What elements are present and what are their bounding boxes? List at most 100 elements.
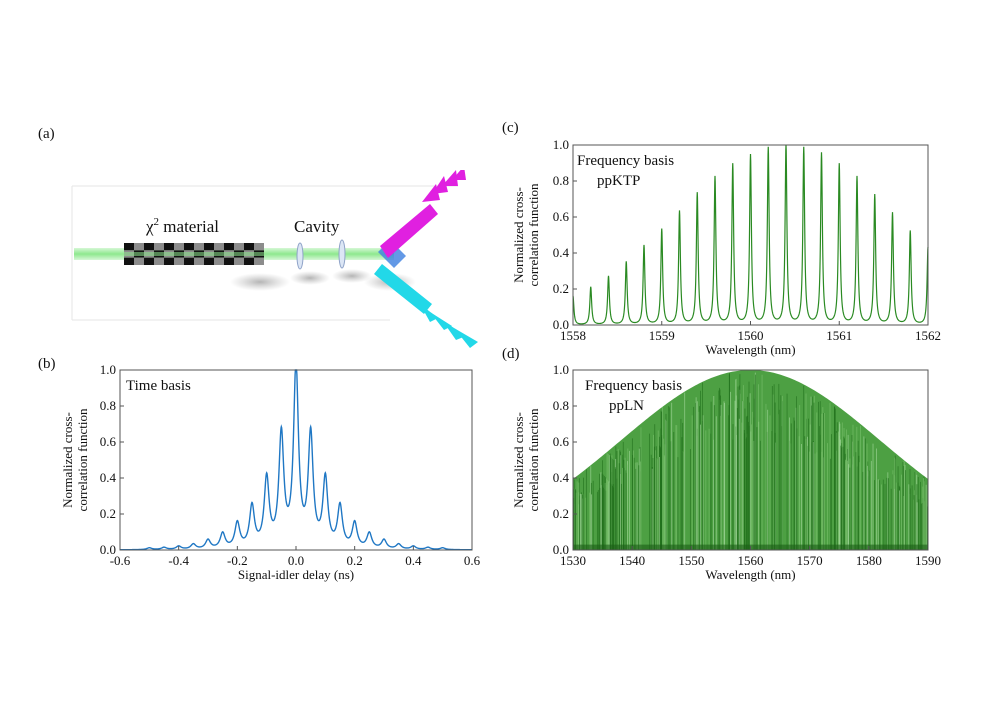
crystal-cell [184, 243, 194, 251]
crystal-cell [124, 257, 134, 265]
crystal-cell [214, 257, 224, 265]
chi2-crystal [124, 243, 264, 265]
x-tick-label: -0.2 [227, 553, 248, 568]
crystal-cell [244, 257, 254, 265]
x-tick-label: 1580 [856, 553, 882, 568]
ppktp-curve [572, 144, 929, 325]
x-tick-label: 1561 [826, 328, 852, 343]
crystal-cell [154, 257, 164, 265]
crystal-cell [204, 243, 214, 251]
lens1-shadow [290, 271, 330, 285]
panel-label-d: (d) [502, 346, 520, 362]
crystal-cell [174, 243, 184, 251]
crystal-cell [194, 257, 204, 265]
crystal-cell [154, 243, 164, 251]
x-tick-label: -0.4 [168, 553, 189, 568]
chart-time-basis: -0.6 -0.4 -0.2 0.0 0.2 0.4 0.6 0.0 0.2 0.4 0.6 0.8 1… [60, 362, 481, 582]
x-tick-label: 0.2 [347, 553, 363, 568]
y-tick-label: 0.8 [553, 398, 569, 413]
y-tick-label: 0.4 [553, 245, 570, 260]
x-tick-label: 0.6 [464, 553, 481, 568]
crystal-cell [164, 243, 174, 251]
chart-annotation: Frequency basis [577, 153, 674, 169]
cavity-label: Cavity [294, 217, 340, 236]
signal-beam [380, 204, 438, 258]
crystal-shadow [230, 273, 290, 291]
x-tick-label: 0.0 [288, 553, 304, 568]
crystal-cell [224, 243, 234, 251]
chi2-label: χ2 material [145, 216, 219, 236]
chart-annotation: Frequency basis [585, 378, 682, 394]
x-tick-label: 1590 [915, 553, 941, 568]
crystal-beam-overlay [124, 252, 264, 256]
panel-label-b: (b) [38, 356, 56, 372]
crystal-cell [174, 257, 184, 265]
crystal-cell [244, 243, 254, 251]
x-axis-label: Wavelength (nm) [705, 567, 795, 582]
crystal-cell [134, 257, 144, 265]
x-tick-label: -0.6 [110, 553, 131, 568]
crystal-cell [254, 257, 264, 265]
x-tick-label: 1560 [738, 328, 764, 343]
panel-label-a: (a) [38, 126, 55, 142]
crystal-cell [234, 257, 244, 265]
y-tick-label: 0.6 [553, 434, 570, 449]
y-axis-label: Normalized cross- [60, 412, 75, 508]
x-tick-label: 0.4 [405, 553, 422, 568]
chart-frequency-ppln: 1530 1540 1550 1560 1570 1580 1590 0.0 0.2 0.4 0.6… [511, 362, 941, 582]
signal-pulse-train [422, 170, 466, 202]
setup-diagram: χ2 material Cavity [71, 170, 478, 348]
chart-frequency-ppktp: 1558 1559 1560 1561 1562 0.0 0.2 0.4 0.6 0.8 1.0 Wa… [511, 137, 941, 357]
y-tick-label: 0.8 [100, 398, 116, 413]
y-tick-label: 1.0 [100, 362, 116, 377]
x-tick-label: 1530 [560, 553, 586, 568]
panel-label-c: (c) [502, 120, 519, 136]
crystal-cell [134, 243, 144, 251]
x-tick-label: 1559 [649, 328, 675, 343]
y-tick-label: 1.0 [553, 362, 569, 377]
y-tick-label: 0.2 [553, 506, 569, 521]
y-tick-label: 0.6 [553, 209, 570, 224]
x-tick-label: 1540 [619, 553, 645, 568]
crystal-cell [254, 243, 264, 251]
chart-annotation: ppLN [609, 398, 644, 414]
y-axis-label: correlation function [526, 408, 541, 511]
y-axis-label: correlation function [526, 183, 541, 286]
y-tick-label: 1.0 [553, 137, 569, 152]
x-tick-label: 1560 [738, 553, 764, 568]
x-tick-label: 1570 [797, 553, 823, 568]
cavity-lens-right [338, 239, 346, 269]
y-axis-label: Normalized cross- [511, 412, 526, 508]
y-tick-label: 0.2 [100, 506, 116, 521]
time-basis-curve [120, 369, 472, 551]
x-tick-label: 1550 [678, 553, 704, 568]
y-tick-label: 0.4 [553, 470, 570, 485]
y-tick-label: 0.0 [553, 317, 569, 332]
crystal-cell [144, 257, 154, 265]
plot-marks [572, 144, 929, 325]
plot-marks [572, 369, 929, 550]
crystal-cell [194, 243, 204, 251]
lens2-shadow [332, 269, 372, 283]
cavity-lens-left [296, 242, 304, 270]
y-tick-label: 0.0 [100, 542, 116, 557]
y-tick-label: 0.4 [100, 470, 117, 485]
idler-pulse-train [420, 304, 478, 348]
x-axis-label: Signal-idler delay (ns) [238, 567, 354, 582]
plot-marks [120, 369, 472, 551]
y-axis-label: Normalized cross- [511, 187, 526, 283]
crystal-cell [224, 257, 234, 265]
plot-frame [119, 369, 473, 551]
x-tick-label: 1558 [560, 328, 586, 343]
y-tick-label: 0.6 [100, 434, 117, 449]
chart-annotation: Time basis [126, 378, 191, 394]
y-tick-label: 0.0 [553, 542, 569, 557]
crystal-cell [124, 243, 134, 251]
y-tick-label: 0.8 [553, 173, 569, 188]
crystal-cell [144, 243, 154, 251]
y-tick-label: 0.2 [553, 281, 569, 296]
crystal-cell [184, 257, 194, 265]
idler-beam [374, 264, 432, 314]
crystal-cell [164, 257, 174, 265]
crystal-cell [204, 257, 214, 265]
